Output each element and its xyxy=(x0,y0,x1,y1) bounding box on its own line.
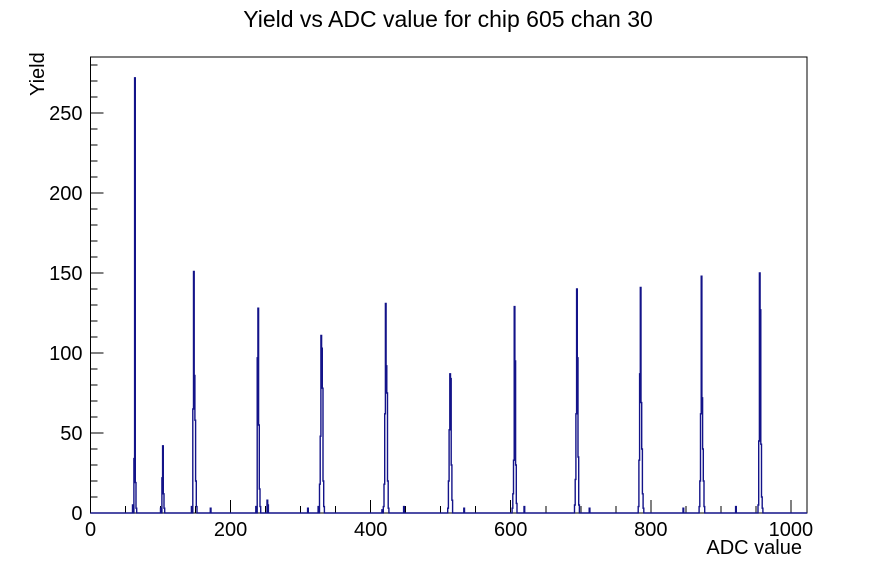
y-tick-label: 50 xyxy=(60,423,82,445)
x-tick-label: 400 xyxy=(354,519,387,541)
x-tick-label: 1000 xyxy=(769,519,814,541)
x-tick-label: 600 xyxy=(494,519,527,541)
plot-frame xyxy=(90,56,808,514)
x-axis-ticks xyxy=(90,500,792,513)
y-axis-ticks xyxy=(90,64,104,514)
x-tick-label: 800 xyxy=(634,519,667,541)
y-tick-label: 200 xyxy=(49,183,82,205)
x-tick-label: 200 xyxy=(214,519,247,541)
histogram-line xyxy=(90,77,807,514)
x-axis-title: ADC value xyxy=(706,537,802,559)
y-axis-labels: 0 50 100 150 200 250 xyxy=(49,103,82,525)
y-axis-title: Yield xyxy=(27,52,49,96)
y-tick-label: 0 xyxy=(71,503,82,525)
y-tick-label: 150 xyxy=(49,263,82,285)
chart-title: Yield vs ADC value for chip 605 chan 30 xyxy=(243,6,653,32)
y-tick-label: 100 xyxy=(49,343,82,365)
y-tick-label: 250 xyxy=(49,103,82,125)
x-tick-label: 0 xyxy=(85,519,96,541)
x-axis-labels: 0 200 400 600 800 1000 xyxy=(85,519,813,541)
